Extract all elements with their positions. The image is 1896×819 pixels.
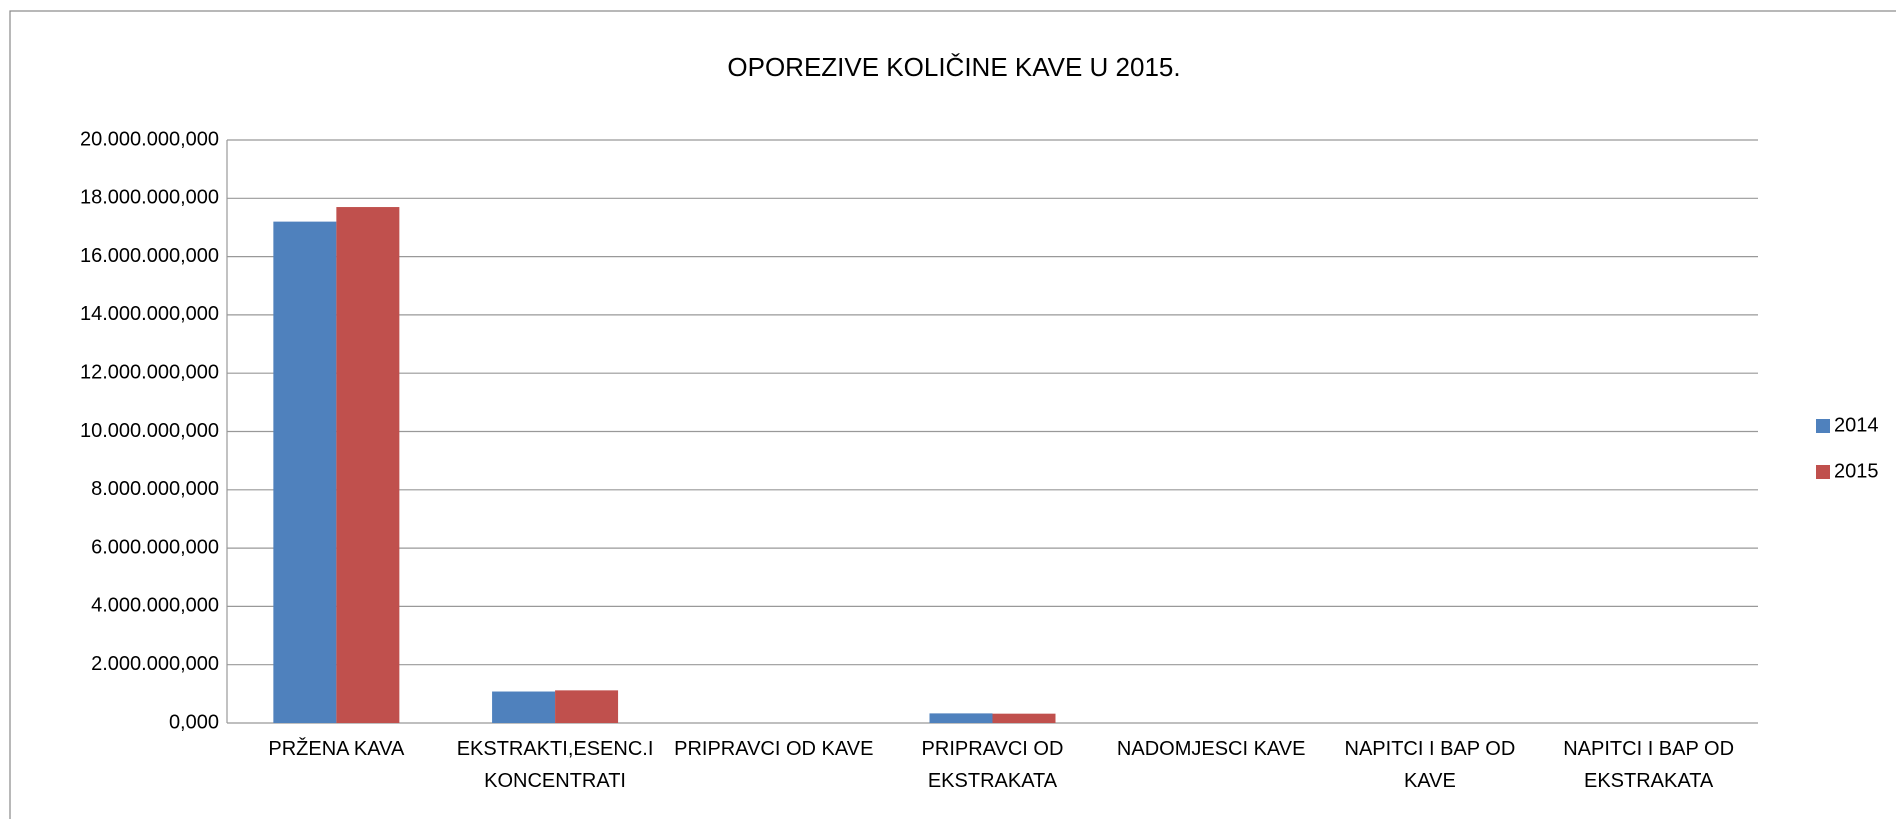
x-tick-label: PRIPRAVCI OD KAVE (674, 738, 874, 760)
legend-label: 2014 (1834, 414, 1879, 436)
legend-label: 2015 (1834, 460, 1879, 482)
y-tick-label: 6.000.000,000 (91, 536, 219, 558)
bar (492, 691, 556, 723)
y-tick-label: 12.000.000,000 (80, 361, 219, 383)
bar (336, 207, 400, 724)
x-tick-label: PRŽENA KAVA (268, 738, 405, 760)
y-tick-label: 10.000.000,000 (80, 420, 219, 442)
bar (555, 690, 619, 723)
y-tick-label: 16.000.000,000 (80, 245, 219, 267)
bar (273, 221, 337, 723)
x-tick-label: NAPITCI I BAP OD EKSTRAKATA (1563, 738, 1735, 792)
y-tick-label: 0,000 (169, 711, 219, 733)
bar (992, 713, 1056, 723)
x-tick-label: PRIPRAVCI OD EKSTRAKATA (921, 738, 1064, 792)
y-tick-label: 20.000.000,000 (80, 128, 219, 150)
x-tick-label: NAPITCI I BAP OD KAVE (1344, 738, 1516, 792)
y-tick-label: 18.000.000,000 (80, 187, 219, 209)
y-tick-label: 4.000.000,000 (91, 595, 219, 617)
x-tick-label: NADOMJESCI KAVE (1116, 738, 1306, 760)
bar (929, 713, 993, 723)
y-tick-label: 2.000.000,000 (91, 653, 219, 675)
x-tick-label: EKSTRAKTI,ESENC.I KONCENTRATI (456, 738, 654, 792)
y-tick-label: 14.000.000,000 (80, 303, 219, 325)
chart-frame (9, 10, 1896, 819)
legend-swatch (1816, 465, 1830, 479)
chart-title: OPOREZIVE KOLIČINE KAVE U 2015. (727, 52, 1180, 82)
legend-swatch (1816, 419, 1830, 433)
y-tick-label: 8.000.000,000 (91, 478, 219, 500)
